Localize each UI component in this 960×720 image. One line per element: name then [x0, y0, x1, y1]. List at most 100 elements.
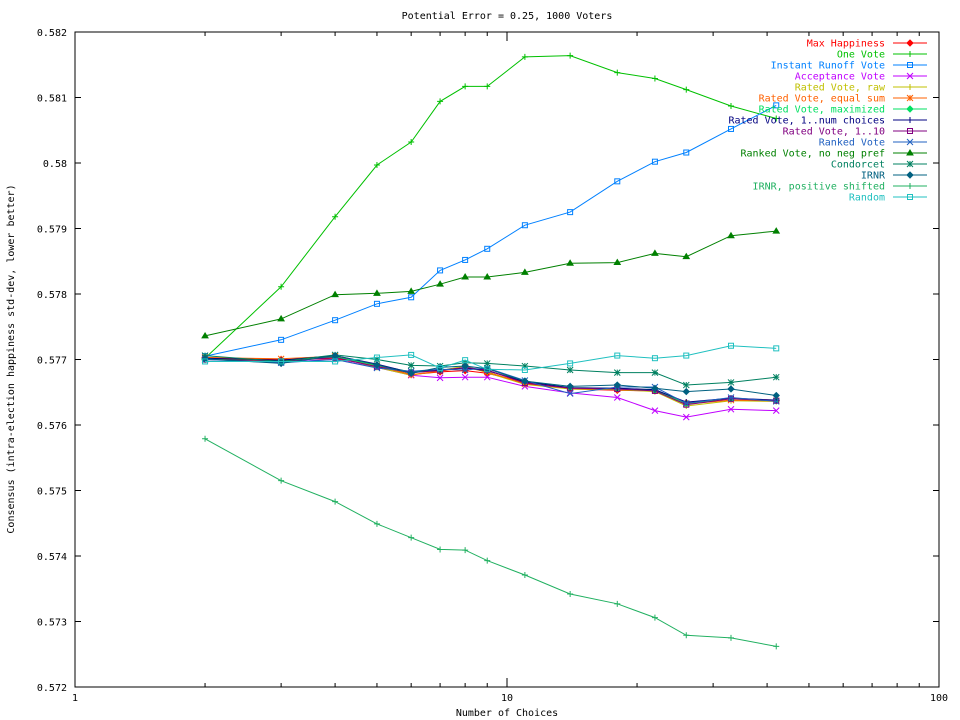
point-marker — [407, 287, 416, 294]
point-marker — [906, 94, 914, 102]
point-marker — [332, 358, 339, 365]
series-group — [202, 354, 780, 408]
point-marker — [683, 401, 690, 408]
point-marker — [462, 83, 469, 90]
point-marker — [278, 336, 285, 343]
point-marker — [408, 351, 415, 358]
point-marker — [373, 520, 380, 527]
point-marker — [906, 105, 914, 113]
x-tick-label: 10 — [501, 693, 513, 704]
point-marker — [906, 149, 914, 156]
point-marker — [907, 117, 913, 123]
point-marker — [566, 382, 574, 391]
point-marker — [727, 231, 735, 239]
point-marker — [907, 183, 913, 189]
point-marker — [682, 252, 691, 260]
point-marker — [906, 138, 914, 146]
point-marker — [437, 365, 444, 372]
y-tick-label: 0.578 — [37, 290, 67, 301]
point-marker — [682, 413, 690, 421]
point-marker — [727, 385, 735, 393]
legend-label: Acceptance Vote — [795, 72, 885, 83]
point-marker — [437, 267, 444, 274]
series-line — [204, 104, 777, 357]
series-group — [201, 351, 780, 400]
point-marker — [682, 400, 690, 407]
point-marker — [484, 83, 491, 90]
point-marker — [613, 258, 622, 266]
point-marker — [461, 366, 469, 374]
point-marker — [462, 547, 469, 554]
point-marker — [651, 614, 658, 621]
point-marker — [651, 75, 658, 82]
point-marker — [278, 358, 285, 365]
point-marker — [483, 373, 491, 381]
point-marker — [461, 362, 469, 370]
point-marker — [772, 227, 781, 234]
point-marker — [773, 102, 780, 109]
y-tick-label: 0.574 — [37, 552, 67, 563]
legend-label: Max Happiness — [807, 39, 885, 50]
point-marker — [373, 300, 380, 307]
legend-label: Random — [849, 193, 885, 204]
point-marker — [907, 128, 913, 134]
legend-label: Rated Vote, 1..num choices — [728, 116, 885, 127]
point-marker — [484, 245, 491, 252]
point-marker — [373, 161, 380, 168]
series-layer — [201, 52, 781, 650]
series-group — [201, 227, 781, 339]
y-tick-label: 0.577 — [37, 356, 67, 367]
y-tick-label: 0.573 — [37, 618, 67, 629]
legend-label: IRNR — [861, 171, 886, 182]
point-marker — [614, 69, 621, 76]
point-marker — [683, 632, 690, 639]
point-marker — [727, 125, 734, 132]
point-marker — [437, 546, 444, 553]
point-marker — [683, 352, 690, 359]
point-marker — [521, 366, 528, 373]
point-marker — [483, 272, 492, 280]
point-marker — [373, 361, 381, 369]
point-marker — [907, 194, 913, 200]
point-marker — [773, 115, 780, 122]
point-marker — [613, 394, 621, 401]
point-marker — [772, 391, 780, 400]
point-marker — [683, 86, 690, 93]
point-marker — [614, 352, 621, 359]
point-marker — [651, 407, 659, 414]
x-tick-label: 1 — [72, 693, 78, 704]
point-marker — [567, 590, 574, 597]
point-marker — [408, 294, 415, 301]
y-tick-label: 0.581 — [37, 94, 67, 105]
point-marker — [331, 290, 339, 298]
point-marker — [567, 52, 574, 59]
point-marker — [727, 395, 734, 402]
series-group — [202, 102, 780, 360]
point-marker — [332, 317, 339, 324]
point-marker — [773, 643, 780, 650]
point-marker — [462, 256, 469, 263]
y-tick-label: 0.575 — [37, 487, 67, 498]
point-marker — [521, 362, 529, 370]
y-tick-label: 0.572 — [37, 683, 67, 694]
point-marker — [461, 272, 470, 280]
point-marker — [907, 51, 913, 57]
point-marker — [436, 280, 444, 287]
point-marker — [772, 407, 780, 414]
point-marker — [462, 357, 469, 364]
legend-label: Rated Vote, maximized — [759, 105, 885, 116]
legend-label: Rated Vote, raw — [795, 83, 886, 94]
y-tick-label: 0.576 — [37, 421, 67, 432]
x-axis-label: Number of Choices — [456, 708, 558, 719]
point-marker — [772, 398, 780, 405]
point-marker — [727, 342, 734, 349]
point-marker — [373, 289, 381, 296]
point-marker — [567, 360, 574, 367]
point-marker — [484, 557, 491, 564]
axes-layer: 0.572 0.573 0.574 0.575 0.576 0.577 0.578 0.579… — [37, 28, 948, 704]
point-marker — [201, 331, 209, 339]
legend-label: IRNR, positive shifted — [753, 182, 885, 193]
series-line — [204, 356, 777, 406]
legend-label: One Vote — [837, 50, 885, 61]
